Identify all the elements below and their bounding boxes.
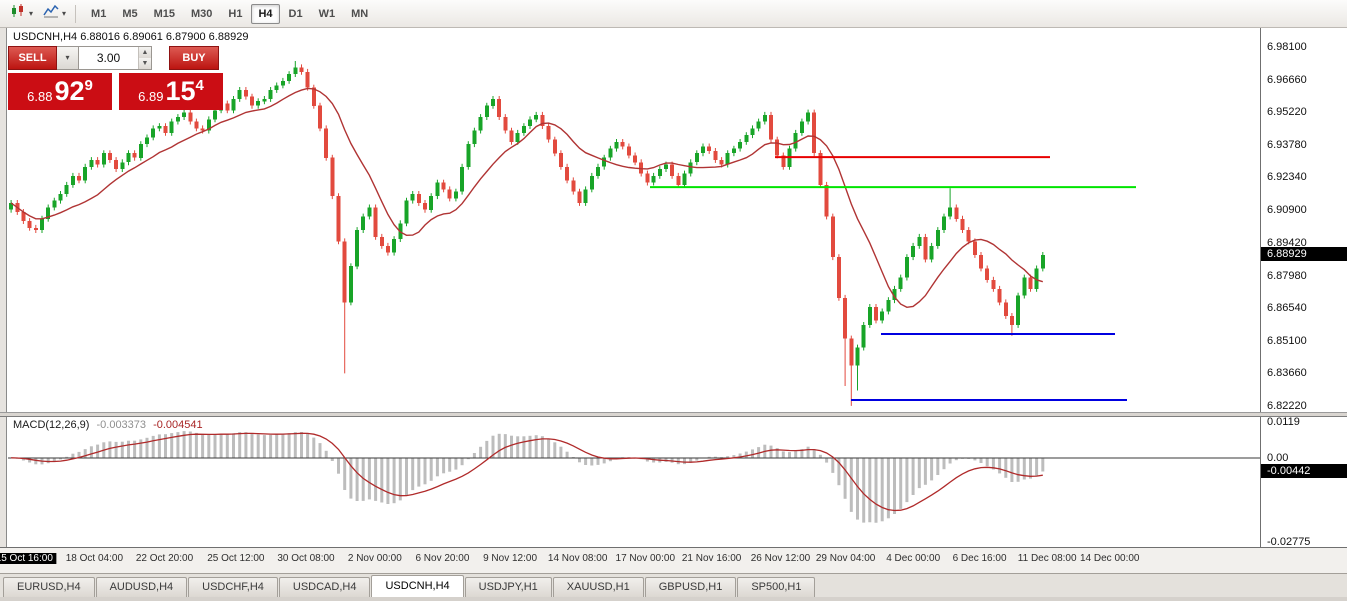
- time-axis-label: 25 Oct 12:00: [207, 553, 265, 564]
- buy-price-pip: 4: [195, 77, 204, 94]
- tab-sp500-h1[interactable]: SP500,H1: [737, 577, 816, 597]
- buy-button[interactable]: BUY: [169, 46, 219, 70]
- time-axis-label: 4 Dec 00:00: [886, 553, 941, 564]
- spinner-up-icon[interactable]: ▲: [139, 47, 151, 58]
- timeframe-w1[interactable]: W1: [312, 4, 343, 24]
- buy-price-display[interactable]: 6.89 15 4: [119, 73, 223, 110]
- time-axis-label: 22 Oct 20:00: [135, 553, 194, 564]
- pane-resize-divider[interactable]: [0, 412, 1347, 417]
- sell-price-prefix: 6.88: [27, 89, 53, 104]
- tab-xauusd-h1[interactable]: XAUUSD,H1: [552, 577, 644, 597]
- time-axis-label: 30 Oct 08:00: [277, 553, 335, 564]
- price-axis-label: 6.98100: [1267, 40, 1307, 53]
- time-axis-label: 9 Nov 12:00: [483, 553, 538, 564]
- price-axis-label: 6.96660: [1267, 73, 1307, 86]
- time-axis-label: 15 Oct 16:00: [0, 553, 56, 564]
- price-axis-label: 6.95220: [1267, 106, 1307, 119]
- price-axis-label: 6.85100: [1267, 334, 1307, 347]
- price-axis-label: 6.92340: [1267, 171, 1307, 184]
- price-axis-label: 6.83660: [1267, 367, 1307, 380]
- time-axis-label: 14 Dec 00:00: [1080, 553, 1140, 564]
- macd-name: MACD(12,26,9): [13, 419, 90, 431]
- time-axis-label: 14 Nov 08:00: [547, 553, 608, 564]
- time-axis-label: 17 Nov 00:00: [615, 553, 676, 564]
- bottom-strip: [0, 597, 1347, 601]
- macd-axis-label: -0.02775: [1267, 535, 1311, 548]
- macd-indicator-label: MACD(12,26,9) -0.003373 -0.004541: [13, 419, 203, 431]
- chevron-down-icon: ▾: [62, 8, 67, 18]
- macd-current-value-badge: -0.00442: [1261, 464, 1347, 479]
- time-axis-label: 26 Nov 12:00: [750, 553, 811, 564]
- timeframe-mn[interactable]: MN: [344, 4, 375, 24]
- one-click-trading-panel: SELL ▾ 3.00 ▲ ▼ BUY 6.88 92 9: [8, 46, 224, 110]
- price-axis-label: 6.86540: [1267, 302, 1307, 315]
- volume-stepper[interactable]: ▲ ▼: [138, 47, 151, 69]
- spinner-down-icon[interactable]: ▼: [139, 58, 151, 69]
- time-axis-label: 21 Nov 16:00: [681, 553, 742, 564]
- sell-price-pip: 9: [84, 77, 93, 94]
- timeframe-h4[interactable]: H4: [251, 3, 280, 24]
- macd-main-value: -0.003373: [96, 419, 147, 431]
- time-axis-label: 6 Dec 16:00: [952, 553, 1007, 564]
- chart-left-margin: [0, 28, 7, 573]
- chevron-down-icon: ▾: [29, 8, 34, 18]
- toolbar-separator: [75, 4, 77, 23]
- symbol-ohlc-label: USDCNH,H4 6.88016 6.89061 6.87900 6.8892…: [13, 31, 249, 43]
- tab-usdcad-h4[interactable]: USDCAD,H4: [278, 577, 371, 597]
- timeframe-m30[interactable]: M30: [184, 4, 219, 24]
- price-chart[interactable]: [8, 28, 1260, 412]
- tab-eurusd-h4[interactable]: EURUSD,H4: [3, 577, 95, 597]
- timeframe-d1[interactable]: D1: [282, 4, 310, 24]
- price-axis-label: 6.82220: [1267, 399, 1307, 412]
- time-axis-label: 6 Nov 20:00: [415, 553, 470, 564]
- indicators-button[interactable]: ▾: [38, 1, 71, 26]
- chart-area: USDCNH,H4 6.88016 6.89061 6.87900 6.8892…: [0, 28, 1347, 573]
- current-price-badge: 6.88929: [1261, 247, 1347, 262]
- tab-usdchf-h4[interactable]: USDCHF,H4: [188, 577, 278, 597]
- price-axis-label: 6.87980: [1267, 269, 1307, 282]
- timeframe-m1[interactable]: M1: [84, 4, 113, 24]
- tab-audusd-h4[interactable]: AUDUSD,H4: [95, 577, 188, 597]
- price-axis[interactable]: 6.98100 6.96660 6.95220 6.93780 6.92340 6.909…: [1260, 28, 1347, 573]
- macd-indicator-pane[interactable]: MACD(12,26,9) -0.003373 -0.004541: [8, 417, 1260, 547]
- time-axis-label: 11 Dec 08:00: [1017, 553, 1077, 564]
- toolbar: ▾ ▾ M1 M5 M15 M30 H1 H4 D1 W1 MN: [0, 0, 1347, 28]
- buy-price-main: 15: [165, 76, 196, 106]
- buy-price-prefix: 6.89: [138, 89, 164, 104]
- candlestick-chart-icon: [10, 4, 26, 23]
- timeframe-m5[interactable]: M5: [115, 4, 144, 24]
- volume-field[interactable]: 3.00 ▲ ▼: [79, 46, 152, 70]
- tab-usdjpy-h1[interactable]: USDJPY,H1: [464, 577, 552, 597]
- price-chart-pane[interactable]: USDCNH,H4 6.88016 6.89061 6.87900 6.8892…: [8, 28, 1260, 412]
- time-axis-label: 29 Nov 04:00: [815, 553, 876, 564]
- price-axis-label: 6.90900: [1267, 203, 1307, 216]
- tab-usdcnh-h4[interactable]: USDCNH,H4: [371, 575, 464, 597]
- macd-chart[interactable]: [8, 417, 1260, 547]
- indicators-icon: [43, 4, 59, 23]
- macd-axis-label: 0.0119: [1267, 415, 1300, 428]
- tab-gbpusd-h1[interactable]: GBPUSD,H1: [644, 577, 737, 597]
- sell-price-display[interactable]: 6.88 92 9: [8, 73, 112, 110]
- time-axis-label: 2 Nov 00:00: [347, 553, 402, 564]
- macd-signal-value: -0.004541: [153, 419, 203, 431]
- timeframe-h1[interactable]: H1: [221, 4, 249, 24]
- time-axis[interactable]: 15 Oct 16:00 18 Oct 04:00 22 Oct 20:00 25 O…: [0, 547, 1347, 573]
- price-axis-label: 6.93780: [1267, 138, 1307, 151]
- timeframe-button-group: M1 M5 M15 M30 H1 H4 D1 W1 MN: [83, 3, 376, 24]
- price-axis-label: 6.89420: [1267, 237, 1307, 250]
- timeframe-m15[interactable]: M15: [147, 4, 182, 24]
- volume-value: 3.00: [96, 51, 121, 65]
- order-type-dropdown[interactable]: ▾: [57, 46, 79, 70]
- sell-price-main: 92: [54, 76, 85, 106]
- chart-tab-bar: EURUSD,H4 AUDUSD,H4 USDCHF,H4 USDCAD,H4 USDC…: [0, 573, 1347, 597]
- macd-axis-label: 0.00: [1267, 451, 1289, 464]
- sell-button[interactable]: SELL: [8, 46, 57, 70]
- chart-type-button[interactable]: ▾: [5, 1, 38, 26]
- time-axis-label: 18 Oct 04:00: [65, 553, 124, 564]
- chevron-down-icon: ▾: [65, 53, 70, 62]
